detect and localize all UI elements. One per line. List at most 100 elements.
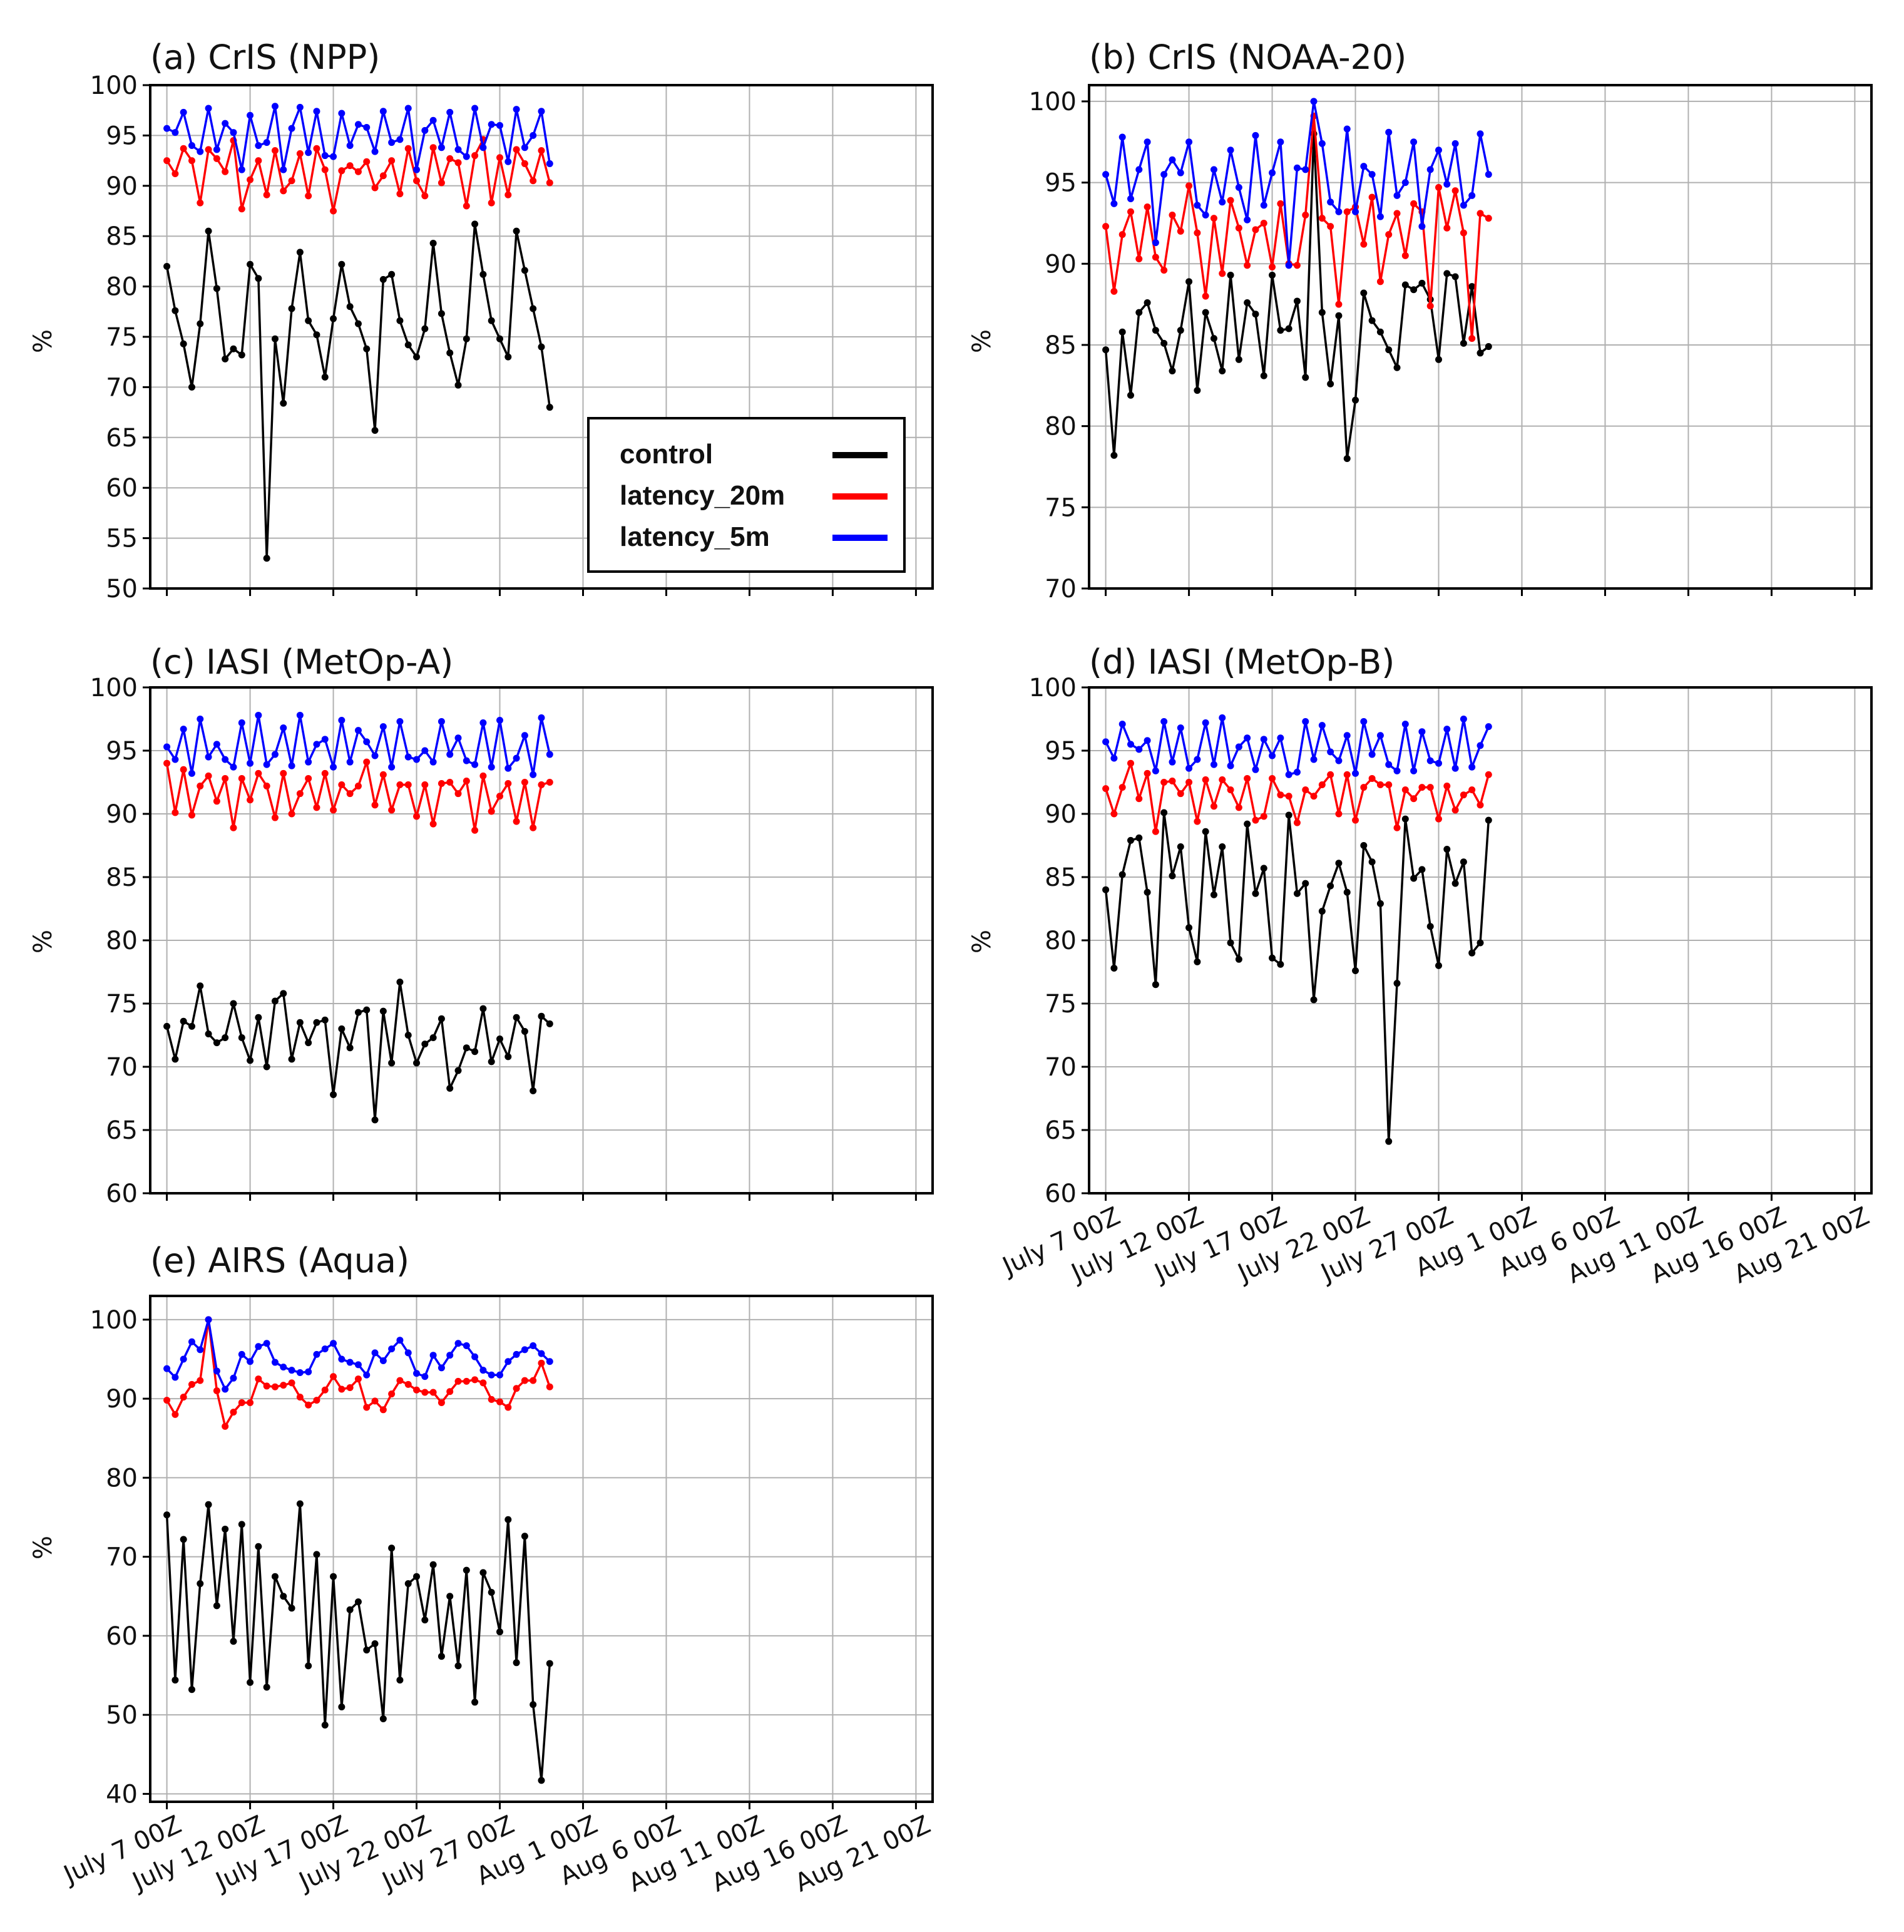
panel-d-point-latency-5m-45 — [1477, 742, 1484, 749]
panel-e-point-latency-20m-23 — [354, 1375, 362, 1383]
panel-d-point-latency-20m-18 — [1252, 816, 1259, 824]
panel-c-point-control-9 — [238, 1034, 245, 1042]
panel-c-point-latency-20m-20 — [330, 806, 337, 814]
panel-c-point-latency-5m-38 — [479, 719, 487, 727]
panel-e-point-control-30 — [413, 1573, 421, 1580]
panel-d-point-latency-5m-30 — [1352, 769, 1359, 777]
panel-c-point-latency-20m-0 — [163, 759, 171, 767]
panel-b-point-control-46 — [1485, 343, 1492, 351]
panel-e-point-control-11 — [255, 1543, 262, 1550]
panel-b-point-latency-20m-28 — [1335, 301, 1343, 308]
panel-c-point-latency-5m-8 — [230, 763, 237, 771]
panel-e-point-latency-5m-11 — [255, 1343, 262, 1350]
panel-b-point-latency-5m-35 — [1393, 192, 1401, 199]
panel-e-point-latency-20m-16 — [296, 1394, 304, 1401]
panel-c-point-latency-20m-4 — [197, 783, 204, 790]
panel-d-point-latency-5m-15 — [1227, 762, 1234, 769]
panel-a-point-latency-5m-46 — [546, 160, 553, 167]
panel-a-point-latency-20m-24 — [363, 158, 371, 165]
panel-b-point-latency-5m-24 — [1302, 166, 1309, 173]
panel-a-point-latency-5m-39 — [488, 121, 495, 128]
panel-c-ytick-label-3: 75 — [106, 990, 138, 1019]
panel-b-point-latency-20m-31 — [1360, 240, 1368, 248]
panel-d-point-control-36 — [1401, 815, 1409, 823]
panel-b-point-latency-5m-23 — [1293, 164, 1301, 172]
panel-e-point-control-41 — [504, 1516, 512, 1523]
panel-d-point-latency-20m-19 — [1260, 813, 1267, 820]
panel-b-point-control-19 — [1260, 372, 1267, 379]
panel-b-point-latency-5m-46 — [1485, 171, 1492, 178]
panel-c-point-control-21 — [338, 1025, 345, 1032]
panel-b-point-latency-5m-6 — [1152, 239, 1159, 247]
panel-c-point-control-11 — [255, 1014, 262, 1021]
panel-c-point-control-24 — [363, 1006, 371, 1014]
panel-c-ytick-label-2: 70 — [106, 1053, 138, 1082]
panel-d-point-control-9 — [1177, 843, 1184, 851]
panel-a-point-control-27 — [388, 270, 396, 278]
panel-b-point-latency-5m-10 — [1185, 138, 1193, 146]
panel-a-point-latency-5m-37 — [471, 105, 479, 112]
panel-b-point-latency-20m-44 — [1468, 335, 1476, 342]
panel-d-point-latency-5m-36 — [1401, 721, 1409, 728]
panel-b-point-latency-5m-4 — [1135, 166, 1143, 173]
panel-e-point-latency-5m-44 — [530, 1342, 537, 1350]
panel-d-point-latency-5m-39 — [1426, 757, 1434, 764]
panel-a-point-latency-20m-32 — [429, 144, 437, 152]
panel-c-point-latency-20m-32 — [429, 820, 437, 828]
panel-c-point-latency-5m-0 — [163, 743, 171, 751]
panel-e-point-latency-20m-0 — [163, 1397, 171, 1404]
panel-b-point-latency-20m-18 — [1252, 226, 1259, 234]
panel-e-point-latency-5m-34 — [446, 1352, 454, 1359]
panel-c-point-latency-20m-15 — [288, 810, 295, 818]
panel-c-point-control-37 — [471, 1048, 479, 1056]
panel-d-point-latency-20m-13 — [1210, 803, 1217, 810]
legend-entry-latency-5m: latency_5m — [620, 522, 888, 552]
panel-d-point-latency-5m-18 — [1252, 766, 1259, 773]
panel-d-ytick-label-2: 70 — [1045, 1053, 1077, 1082]
panel-e-point-latency-5m-20 — [330, 1340, 337, 1347]
panel-a-point-control-35 — [454, 381, 462, 389]
panel-d-ytick-label-3: 75 — [1045, 990, 1077, 1019]
panel-e-point-latency-5m-26 — [379, 1357, 387, 1365]
panel-d-point-latency-5m-4 — [1135, 746, 1143, 753]
panel-a-point-latency-20m-6 — [213, 155, 220, 162]
panel-e-point-control-19 — [321, 1722, 329, 1729]
panel-d-point-control-42 — [1451, 880, 1459, 887]
panel-d-point-latency-5m-3 — [1127, 741, 1134, 748]
panel-c-point-control-2 — [180, 1017, 187, 1025]
panel-b-point-latency-5m-32 — [1368, 171, 1376, 178]
panel-e-title: (e) AIRS (Aqua) — [150, 1241, 409, 1280]
panel-e-point-latency-20m-41 — [504, 1404, 512, 1411]
panel-e-point-latency-20m-24 — [363, 1404, 371, 1411]
panel-d-point-latency-20m-28 — [1335, 810, 1343, 818]
panel-a-point-latency-20m-23 — [354, 168, 362, 175]
panel-e-ytick-label-6: 100 — [90, 1306, 138, 1335]
panel-c-point-latency-20m-21 — [338, 781, 345, 789]
panel-d-point-latency-20m-37 — [1410, 795, 1418, 803]
panel-d-point-latency-20m-4 — [1135, 795, 1143, 803]
panel-e-point-control-37 — [471, 1698, 479, 1706]
panel-a-point-latency-20m-5 — [205, 146, 212, 153]
panel-e-point-latency-20m-40 — [496, 1398, 504, 1405]
panel-c-point-control-43 — [521, 1027, 528, 1035]
panel-e-point-latency-20m-26 — [379, 1406, 387, 1414]
panel-c-point-latency-5m-14 — [280, 724, 287, 732]
panel-c-point-control-44 — [530, 1087, 537, 1094]
panel-a-point-control-44 — [530, 305, 537, 312]
panel-b-point-latency-5m-26 — [1318, 140, 1326, 147]
panel-a-point-latency-5m-3 — [188, 141, 195, 149]
panel-a-point-control-12 — [263, 555, 270, 562]
panel-e-ytick-label-0: 40 — [106, 1780, 138, 1809]
panel-b-point-latency-20m-15 — [1227, 197, 1234, 204]
panel-c-point-latency-20m-26 — [379, 771, 387, 778]
panel-d-point-latency-5m-34 — [1385, 761, 1393, 768]
panel-e-point-control-16 — [296, 1500, 304, 1508]
panel-e-point-latency-5m-31 — [421, 1373, 429, 1380]
panel-a-point-latency-20m-11 — [255, 157, 262, 165]
panel-a-point-control-9 — [238, 351, 245, 359]
panel-a-point-latency-20m-0 — [163, 157, 171, 165]
panel-c-ytick-label-5: 85 — [106, 863, 138, 892]
panel-c-point-latency-20m-27 — [388, 806, 396, 814]
panel-b-point-latency-5m-31 — [1360, 163, 1368, 170]
panel-a-point-latency-20m-12 — [263, 191, 270, 198]
